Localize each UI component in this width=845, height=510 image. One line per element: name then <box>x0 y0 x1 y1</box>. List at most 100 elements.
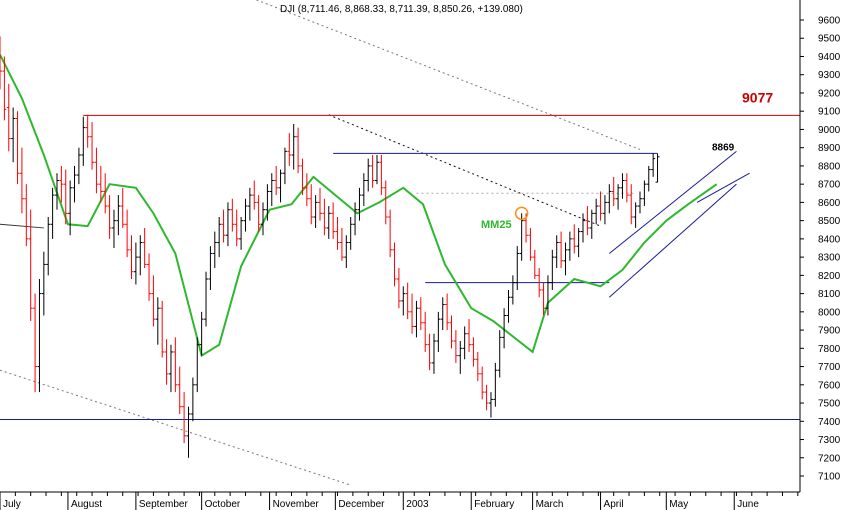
y-tick-label: 8300 <box>818 253 841 264</box>
price-bar <box>602 195 607 225</box>
trend-line <box>328 114 601 227</box>
price-bar <box>309 184 314 225</box>
price-bar <box>50 187 55 239</box>
price-bar <box>374 154 379 185</box>
chart-markers <box>514 206 529 221</box>
price-bar <box>94 147 99 194</box>
price-bar <box>559 231 564 269</box>
price-bar <box>410 293 415 334</box>
price-bar <box>598 191 603 221</box>
price-bar <box>225 202 230 247</box>
price-bar <box>449 315 454 349</box>
y-tick-label: 8600 <box>818 198 841 209</box>
price-bar <box>515 246 520 290</box>
x-tick-label: November <box>273 499 320 510</box>
price-bar <box>585 206 590 236</box>
price-bar <box>611 176 616 207</box>
price-bar <box>190 377 195 422</box>
price-bar <box>168 344 173 393</box>
price-bar <box>133 242 138 285</box>
price-bar <box>331 202 336 239</box>
trend-line <box>255 0 641 150</box>
price-bar <box>155 297 160 345</box>
trend-line <box>609 150 737 254</box>
price-bar <box>431 333 436 374</box>
y-tick-label: 9300 <box>818 70 841 81</box>
x-tick-label: August <box>71 499 102 510</box>
price-bar <box>98 165 103 203</box>
price-bar <box>475 351 480 382</box>
price-bar <box>462 326 467 360</box>
price-bar <box>655 153 660 183</box>
price-bar <box>300 158 305 196</box>
price-bar <box>15 111 20 185</box>
price-bar <box>318 187 322 221</box>
price-bar <box>177 366 182 414</box>
price-bar <box>28 209 33 321</box>
price-bar <box>502 308 507 349</box>
price-bar <box>651 153 656 177</box>
x-tick-label: 2003 <box>406 499 429 510</box>
trend-line <box>696 172 750 203</box>
price-bar <box>594 198 599 225</box>
price-bar <box>388 209 393 258</box>
price-bar <box>396 268 401 309</box>
price-bar <box>234 209 239 247</box>
price-bar <box>467 319 472 352</box>
series-label-mm25: MM25 <box>481 219 512 231</box>
price-bar <box>41 251 46 316</box>
price-bar <box>147 253 152 301</box>
price-bar <box>427 333 432 371</box>
price-bar <box>160 300 165 358</box>
price-bar <box>357 187 362 221</box>
price-bar <box>572 224 577 254</box>
price-bar <box>195 337 200 393</box>
price-bar <box>335 216 340 250</box>
trend-lines <box>0 0 750 486</box>
price-bar <box>304 173 309 207</box>
price-bar <box>405 282 410 320</box>
price-bar <box>646 165 651 192</box>
price-bar <box>616 184 621 210</box>
y-tick-label: 7400 <box>818 417 841 428</box>
x-tick-label: April <box>604 499 624 510</box>
price-bar <box>576 227 581 258</box>
price-bar <box>519 213 524 261</box>
price-bar <box>63 169 68 225</box>
y-tick-label: 8500 <box>818 216 841 227</box>
price-bar <box>265 184 270 221</box>
price-bar <box>620 173 625 199</box>
price-bar <box>567 231 572 261</box>
price-bar <box>366 158 371 192</box>
price-bar <box>81 116 86 166</box>
price-bar <box>348 216 353 250</box>
price-bar <box>471 337 476 367</box>
price-bar <box>607 184 612 214</box>
price-bar <box>392 242 397 287</box>
y-tick-label: 9500 <box>818 34 841 45</box>
price-bar <box>541 282 546 316</box>
x-tick-label: July <box>3 499 21 510</box>
price-bar <box>261 202 266 236</box>
price-bar <box>550 249 555 290</box>
price-bar <box>581 213 586 243</box>
y-tick-label: 7200 <box>818 453 841 464</box>
price-bar <box>107 195 112 239</box>
price-bar <box>164 339 169 385</box>
price-bar <box>151 275 156 327</box>
moving-average-line <box>0 54 718 358</box>
price-bar <box>2 56 7 121</box>
price-bar <box>138 235 143 276</box>
price-bar <box>545 275 550 316</box>
price-bar <box>361 173 366 207</box>
price-bar <box>510 275 515 305</box>
y-tick-label: 7300 <box>818 435 841 446</box>
price-bar <box>379 154 384 196</box>
price-bar <box>90 122 95 170</box>
x-tick-label: June <box>737 499 759 510</box>
y-axis-ticks: 7100 7200 7300 7400 7500 7600 7700 7800 7900 8000… <box>800 16 841 483</box>
y-tick-label: 7900 <box>818 326 841 337</box>
price-bar <box>344 235 349 269</box>
y-tick-label: 8400 <box>818 234 841 245</box>
